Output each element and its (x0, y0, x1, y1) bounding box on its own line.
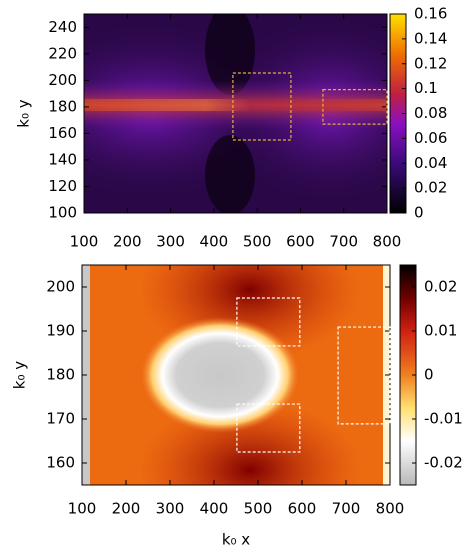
colorbar-tick-label: 0.14 (414, 29, 447, 47)
region-box (322, 89, 388, 125)
y-tick-label: 200 (46, 278, 75, 296)
colorbar-tick-label: 0.1 (414, 79, 438, 97)
x-tick-label: 400 (200, 233, 229, 251)
y-tick-label: 160 (46, 454, 75, 472)
x-axis-label: k₀ x (222, 531, 250, 549)
x-tick-label: 600 (286, 233, 315, 251)
colorbar-tick-label: 0 (424, 366, 434, 384)
colorbar-tick-label: 0.08 (414, 104, 447, 122)
x-tick-label: 300 (156, 233, 185, 251)
colorbar-tick-label: -0.01 (424, 410, 463, 428)
region-box (236, 297, 301, 347)
y-tick-label: 170 (46, 410, 75, 428)
heatmap-field (82, 265, 390, 485)
x-tick-label: 200 (112, 500, 141, 518)
y-tick-label: 120 (48, 177, 77, 195)
y-tick-label: 160 (48, 124, 77, 142)
x-tick-label: 600 (288, 500, 317, 518)
x-tick-label: 200 (113, 233, 142, 251)
y-axis-label: k₀ y (11, 361, 29, 389)
x-tick-label: 100 (68, 500, 97, 518)
y-axis-label: k₀ y (15, 99, 33, 127)
x-tick-label: 800 (376, 500, 405, 518)
colorbar-tick-label: 0.02 (424, 278, 457, 296)
colorbar-tick-label: 0.12 (414, 54, 447, 72)
y-tick-label: 190 (46, 322, 75, 340)
colorbar-tick-label: 0.06 (414, 129, 447, 147)
x-tick-label: 700 (332, 500, 361, 518)
heatmap-field (84, 14, 387, 213)
y-tick-label: 200 (48, 71, 77, 89)
colorbar-tick-label: 0 (414, 204, 424, 222)
colorbar-tick-label: -0.02 (424, 454, 463, 472)
y-tick-label: 140 (48, 150, 77, 168)
colorbar-tick-label: 0.04 (414, 154, 447, 172)
x-tick-label: 100 (70, 233, 99, 251)
x-tick-label: 400 (200, 500, 229, 518)
y-tick-label: 100 (48, 204, 77, 222)
x-tick-label: 300 (156, 500, 185, 518)
y-tick-label: 240 (48, 18, 77, 36)
colorbar-tick-label: 0.02 (414, 179, 447, 197)
x-tick-label: 800 (373, 233, 402, 251)
region-box (232, 72, 292, 141)
y-tick-label: 180 (48, 97, 77, 115)
region-box (337, 326, 391, 425)
region-box (236, 403, 301, 453)
y-tick-label: 180 (46, 366, 75, 384)
x-tick-label: 500 (244, 500, 273, 518)
y-tick-label: 220 (48, 44, 77, 62)
colorbar-tick-label: 0.01 (424, 322, 457, 340)
colorbar (400, 265, 416, 485)
x-tick-label: 700 (329, 233, 358, 251)
colorbar-tick-label: 0.16 (414, 5, 447, 23)
x-tick-label: 500 (243, 233, 272, 251)
